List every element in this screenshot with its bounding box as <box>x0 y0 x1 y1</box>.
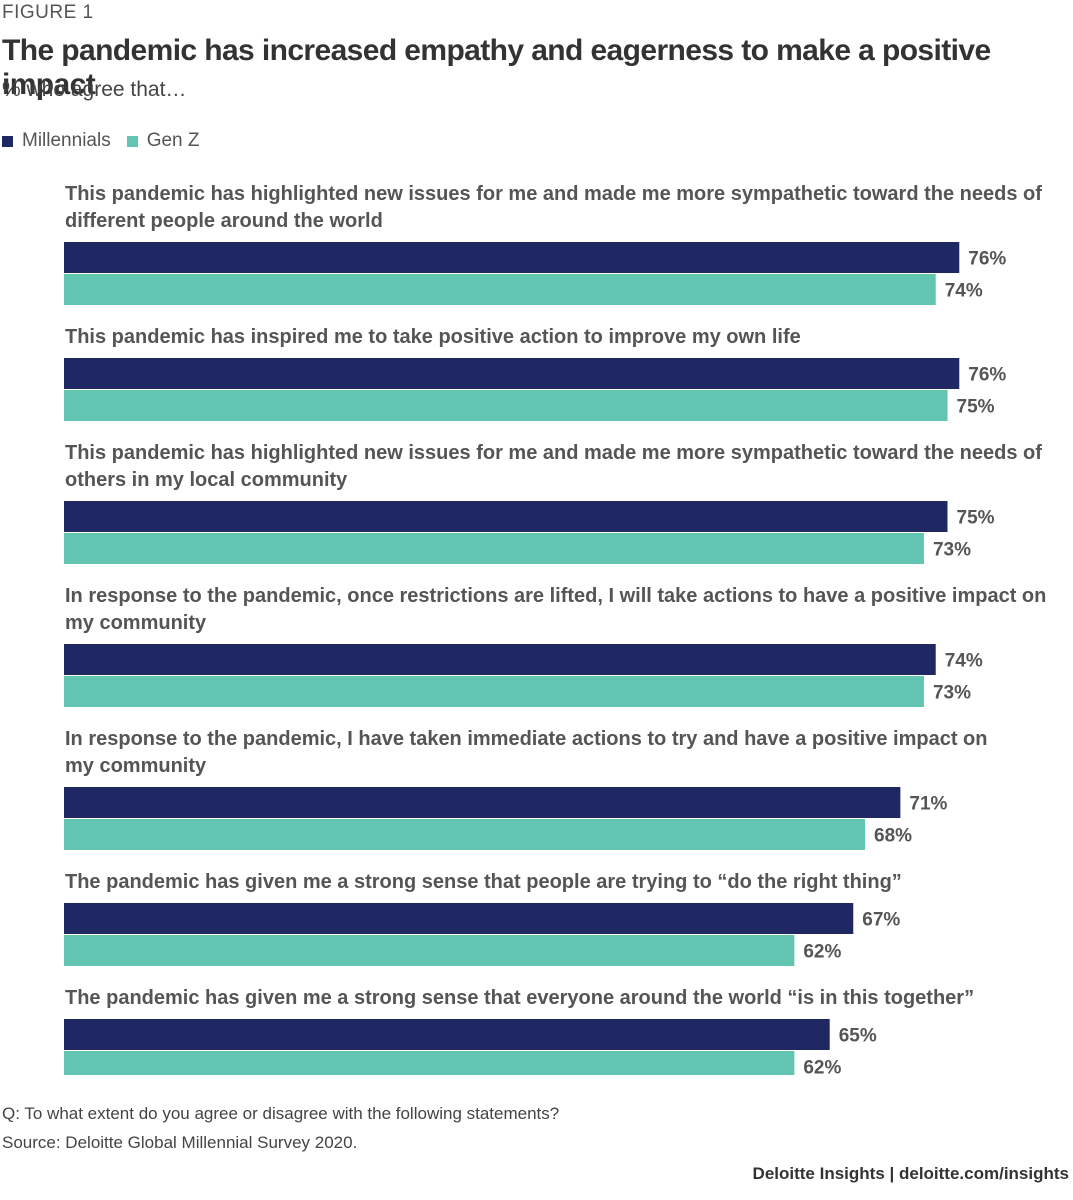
legend-label-millennials: Millennials <box>22 130 111 151</box>
category-label: This pandemic has highlighted new issues… <box>65 183 1042 205</box>
brand-footer: Deloitte Insights | deloitte.com/insight… <box>752 1164 1069 1183</box>
data-label: 76% <box>968 365 1006 386</box>
data-label: 73% <box>933 683 971 704</box>
category-group: This pandemic has inspired me to take po… <box>64 326 1006 421</box>
bar-millennials <box>64 501 948 532</box>
data-label: 76% <box>968 249 1006 270</box>
legend-label-genz: Gen Z <box>146 130 200 151</box>
data-label: 62% <box>803 1058 841 1076</box>
category-group: This pandemic has highlighted new issues… <box>64 442 1042 564</box>
legend-swatch-millennials <box>2 135 13 147</box>
category-label: others in my local community <box>65 469 348 491</box>
legend-item-millennials: Millennials <box>2 130 111 152</box>
category-group: This pandemic has highlighted new issues… <box>64 183 1042 305</box>
bar-millennials <box>64 242 960 273</box>
bar-genz <box>64 274 936 305</box>
chart-subtitle: % who agree that… <box>2 78 187 101</box>
data-label: 73% <box>933 540 971 561</box>
data-label: 74% <box>945 281 983 302</box>
bar-genz <box>64 390 948 421</box>
category-group: In response to the pandemic, I have take… <box>64 728 987 850</box>
data-label: 68% <box>874 826 912 847</box>
bar-millennials <box>64 358 960 389</box>
bar-genz <box>64 1051 795 1075</box>
category-label: my community <box>65 755 207 777</box>
category-label: The pandemic has given me a strong sense… <box>65 987 974 1009</box>
legend: Millennials Gen Z <box>2 130 216 152</box>
bar-genz <box>64 819 866 850</box>
bar-chart: This pandemic has highlighted new issues… <box>64 183 1046 1075</box>
chart-title: The pandemic has increased empathy and e… <box>2 34 991 101</box>
category-label: This pandemic has inspired me to take po… <box>65 326 801 348</box>
data-label: 62% <box>803 942 841 963</box>
category-label: This pandemic has highlighted new issues… <box>65 442 1042 464</box>
bar-genz <box>64 533 924 564</box>
category-group: In response to the pandemic, once restri… <box>64 585 1046 707</box>
data-label: 71% <box>909 794 947 815</box>
category-label: In response to the pandemic, I have take… <box>65 728 987 750</box>
category-group: The pandemic has given me a strong sense… <box>64 987 974 1075</box>
bar-millennials <box>64 1019 830 1050</box>
source-note: Source: Deloitte Global Millennial Surve… <box>2 1133 358 1152</box>
category-label: my community <box>65 612 207 634</box>
category-label: different people around the world <box>65 210 383 232</box>
category-label: The pandemic has given me a strong sense… <box>65 871 902 893</box>
data-label: 75% <box>957 508 995 529</box>
data-label: 65% <box>839 1026 877 1047</box>
category-label: In response to the pandemic, once restri… <box>65 585 1046 607</box>
legend-swatch-genz <box>126 135 138 147</box>
bar-millennials <box>64 903 854 934</box>
bar-genz <box>64 935 795 966</box>
data-label: 75% <box>957 397 995 418</box>
bar-genz <box>64 676 924 707</box>
bar-millennials <box>64 644 936 675</box>
bar-millennials <box>64 787 901 818</box>
legend-item-genz: Gen Z <box>126 130 200 152</box>
data-label: 67% <box>862 910 900 931</box>
figure-label: FIGURE 1 <box>2 2 94 23</box>
data-label: 74% <box>945 651 983 672</box>
question-note: Q: To what extent do you agree or disagr… <box>2 1104 560 1123</box>
category-group: The pandemic has given me a strong sense… <box>64 871 902 966</box>
